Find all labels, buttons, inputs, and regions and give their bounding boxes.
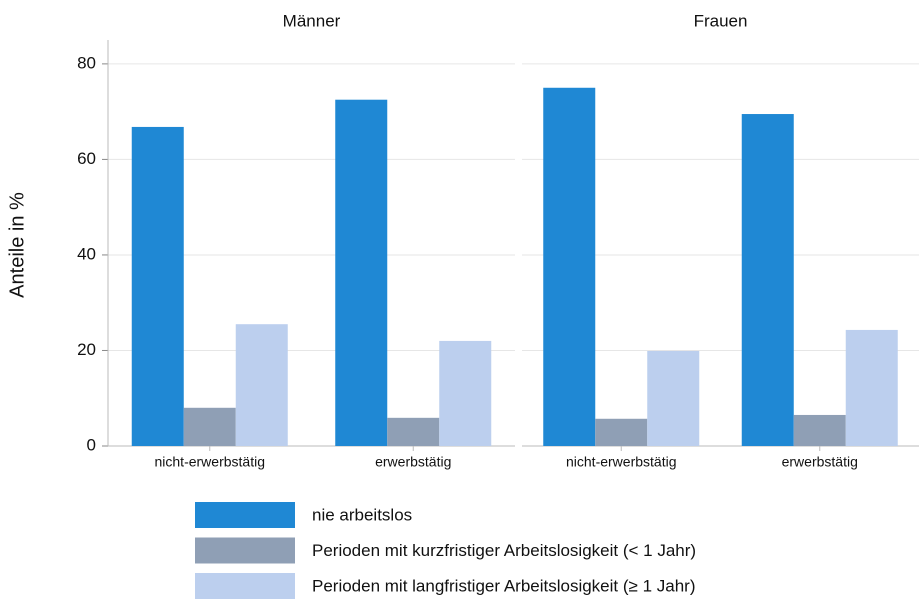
y-axis-label: Anteile in % [6, 192, 28, 298]
bar [439, 340, 492, 446]
bar [845, 329, 898, 446]
legend-swatch [195, 573, 295, 599]
x-tick-label: nicht-erwerbstätig [155, 454, 266, 470]
y-tick-label: 60 [77, 149, 96, 168]
bar [595, 418, 648, 446]
bar [647, 350, 700, 446]
y-tick-label: 20 [77, 340, 96, 359]
bar [741, 114, 794, 447]
legend-label: Perioden mit langfristiger Arbeitslosigk… [312, 576, 696, 595]
x-tick-label: erwerbstätig [375, 454, 451, 470]
legend-label: nie arbeitslos [312, 505, 412, 524]
bar [387, 417, 440, 446]
x-tick-label: erwerbstätig [782, 454, 858, 470]
legend-swatch [195, 537, 295, 564]
bar [235, 324, 288, 446]
bar [335, 99, 388, 447]
y-tick-label: 40 [77, 244, 96, 263]
panel-title: Männer [283, 11, 341, 30]
bar [183, 407, 236, 446]
bar [793, 414, 846, 446]
y-tick-label: 0 [87, 435, 96, 454]
panel-title: Frauen [694, 11, 748, 30]
y-tick-label: 80 [77, 53, 96, 72]
x-tick-label: nicht-erwerbstätig [566, 454, 677, 470]
bar [543, 87, 596, 446]
legend-swatch [195, 502, 295, 528]
legend-label: Perioden mit kurzfristiger Arbeitslosigk… [312, 541, 696, 560]
bar [131, 126, 184, 446]
